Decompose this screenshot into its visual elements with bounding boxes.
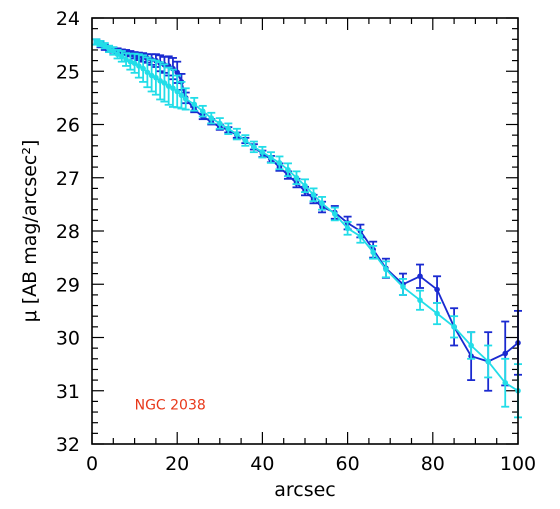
- data-point: [106, 46, 112, 52]
- y-tick-label: 32: [56, 434, 80, 456]
- data-point: [451, 324, 457, 330]
- data-point: [400, 284, 406, 290]
- data-point: [178, 92, 185, 99]
- y-tick-label: 30: [56, 328, 80, 350]
- x-tick-label: 40: [250, 453, 274, 475]
- data-point: [225, 125, 232, 132]
- data-point: [234, 131, 240, 137]
- x-tick-label: 100: [500, 453, 536, 475]
- data-point: [251, 144, 257, 150]
- data-point: [174, 69, 180, 76]
- y-axis-label: μ [AB mag/arcsec²]: [19, 140, 41, 323]
- y-tick-label: 31: [56, 381, 80, 403]
- data-point: [268, 154, 274, 161]
- data-point: [285, 166, 291, 173]
- data-point: [144, 69, 151, 76]
- data-point: [208, 115, 215, 121]
- data-point: [114, 51, 121, 58]
- galaxy-name-annotation: NGC 2038: [135, 397, 206, 413]
- data-point: [123, 56, 129, 63]
- x-axis-label: arcsec: [274, 479, 336, 501]
- data-point: [502, 350, 509, 357]
- x-tick-label: 80: [421, 453, 445, 475]
- data-point: [148, 72, 155, 79]
- y-tick-label: 24: [56, 8, 80, 30]
- y-tick-label: 29: [56, 274, 80, 296]
- x-tick-label: 60: [336, 453, 360, 475]
- data-point: [310, 191, 317, 198]
- data-point: [161, 80, 168, 86]
- data-point: [191, 101, 198, 108]
- data-point: [174, 88, 180, 95]
- y-tick-label: 28: [56, 221, 80, 243]
- data-point: [302, 182, 308, 189]
- data-point: [370, 249, 376, 256]
- data-point: [344, 225, 351, 232]
- data-point: [217, 120, 223, 127]
- data-point: [502, 379, 509, 386]
- series-2: [92, 38, 522, 419]
- data-point: [140, 65, 146, 72]
- data-point: [153, 74, 159, 81]
- data-point: [136, 63, 142, 69]
- data-point: [332, 211, 338, 217]
- data-series-group: [92, 38, 522, 419]
- data-point: [319, 200, 325, 207]
- data-point: [101, 42, 108, 49]
- x-tick-label: 0: [86, 453, 98, 475]
- data-point: [93, 39, 100, 45]
- data-point: [182, 96, 189, 102]
- data-point: [417, 273, 423, 280]
- data-point: [468, 342, 474, 349]
- y-tick-label: 27: [56, 168, 80, 190]
- data-point: [131, 60, 138, 67]
- y-tick-label: 26: [56, 115, 80, 137]
- data-point: [110, 48, 117, 54]
- data-point: [165, 83, 172, 89]
- tick-labels: 0 20 40 60 80 100 24 25 26 27 28 29 30 31 32: [56, 8, 536, 475]
- data-point: [127, 58, 134, 65]
- data-point: [119, 53, 125, 60]
- data-point: [485, 358, 491, 365]
- plot-frame: [91, 17, 519, 445]
- data-point: [383, 266, 389, 273]
- data-point: [434, 310, 440, 317]
- data-point: [97, 40, 104, 47]
- data-point: [276, 160, 283, 166]
- data-point: [199, 108, 206, 114]
- data-point: [157, 78, 163, 84]
- data-point: [357, 233, 364, 240]
- data-point: [259, 149, 266, 155]
- data-point: [417, 297, 423, 304]
- data-point: [170, 85, 176, 92]
- x-tick-label: 20: [165, 453, 189, 475]
- data-point: [434, 286, 440, 293]
- data-point: [293, 174, 300, 181]
- y-tick-label: 25: [56, 61, 80, 83]
- data-point: [242, 137, 249, 144]
